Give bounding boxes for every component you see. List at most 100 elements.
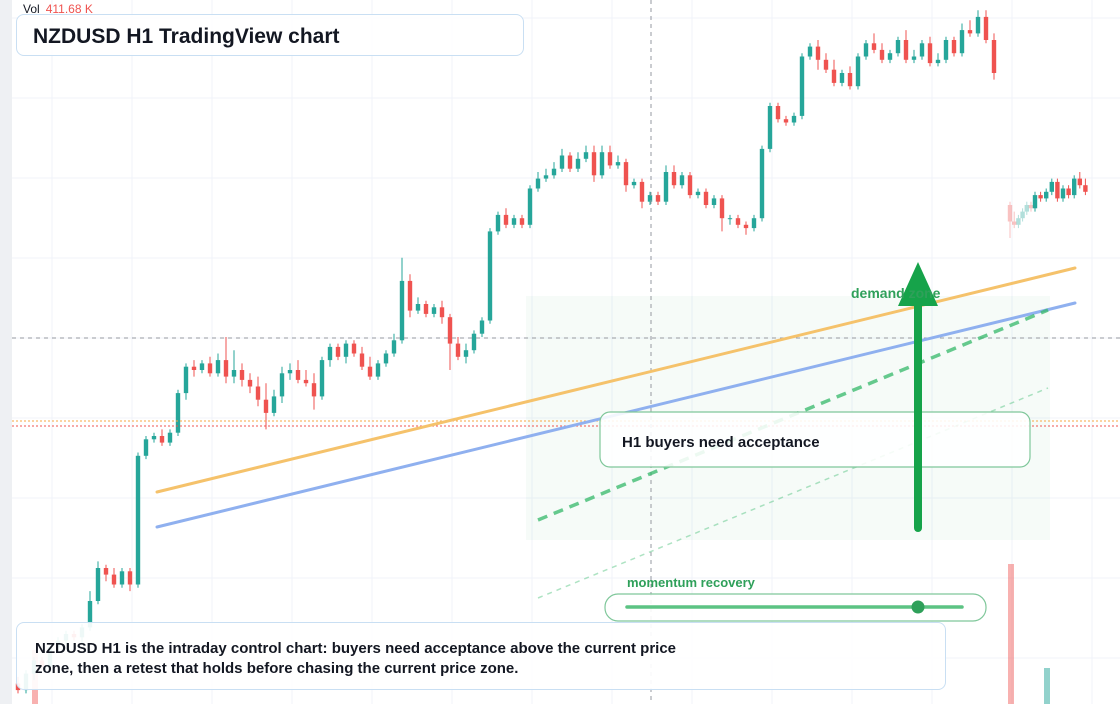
volume-label: Vol <box>23 2 40 16</box>
candle-body <box>943 40 949 60</box>
candle <box>591 145 597 182</box>
candle <box>271 389 277 417</box>
candle <box>127 568 133 592</box>
candle-body <box>615 162 621 166</box>
candle <box>783 115 789 126</box>
candle-body <box>143 439 149 456</box>
candle-body <box>479 320 485 334</box>
candle-body <box>639 181 645 202</box>
candle-body <box>487 231 493 321</box>
candle-body <box>223 360 229 377</box>
candle <box>1007 201 1013 238</box>
candle-body <box>239 370 245 380</box>
candle-body <box>583 152 589 159</box>
candle-body <box>319 360 325 397</box>
candle-body <box>335 346 341 357</box>
candle-body <box>647 195 653 202</box>
candle-body <box>679 175 685 186</box>
candle-body <box>1083 185 1088 192</box>
candle <box>1024 201 1029 215</box>
candle <box>831 59 837 87</box>
candle <box>975 10 981 37</box>
arrow-up-icon <box>898 262 938 306</box>
candle-body <box>159 436 165 443</box>
candle <box>303 370 309 387</box>
candle-body <box>327 346 333 361</box>
candle <box>615 155 621 169</box>
candle-body <box>551 168 557 176</box>
candle-body <box>823 59 829 70</box>
candle-body <box>727 218 733 220</box>
price-scale-strip <box>0 0 12 704</box>
candle <box>623 158 629 192</box>
candle <box>1032 191 1038 212</box>
candle <box>919 40 925 60</box>
candle <box>375 360 381 380</box>
candle <box>983 10 989 44</box>
candle <box>95 561 101 605</box>
candle <box>295 360 301 384</box>
candle <box>655 191 661 205</box>
candle-body <box>791 115 797 123</box>
title-box: NZDUSD H1 TradingView chart <box>16 14 524 56</box>
candle <box>111 568 117 588</box>
candle <box>327 343 333 367</box>
candles-right <box>1007 172 1088 238</box>
candle <box>807 43 813 60</box>
candle-body <box>927 43 933 64</box>
candle-body <box>535 178 541 189</box>
candle-body <box>911 56 917 60</box>
candle <box>511 214 517 229</box>
candle-body <box>87 601 93 628</box>
candle <box>1038 191 1043 202</box>
candle <box>703 188 709 209</box>
candle-body <box>1020 211 1025 219</box>
candle <box>455 337 461 361</box>
candle-body <box>135 455 141 585</box>
analysis-note: NZDUSD H1 is the intraday control chart:… <box>35 640 677 677</box>
candle <box>1060 185 1066 202</box>
candle-body <box>343 343 349 357</box>
candle <box>863 40 869 60</box>
candle-body <box>215 360 221 374</box>
candle <box>767 102 773 153</box>
candle-body <box>127 571 133 585</box>
candle <box>255 376 261 407</box>
candle-body <box>703 191 709 205</box>
candle <box>495 211 501 235</box>
candle-body <box>191 366 197 370</box>
candle-body <box>711 198 717 205</box>
candle <box>679 172 685 189</box>
candle-body <box>431 307 437 314</box>
candle-body <box>887 53 893 60</box>
candle-body <box>1044 191 1049 199</box>
volume-readout: Vol 411.68 K <box>23 2 93 16</box>
candle-body <box>783 119 789 123</box>
candle-body <box>575 158 581 169</box>
candle <box>223 337 229 384</box>
candle <box>695 188 701 199</box>
candle-body <box>399 280 405 341</box>
candle <box>847 66 853 90</box>
candle-body <box>543 175 549 179</box>
candle-body <box>1055 181 1060 199</box>
candle-body <box>511 218 517 225</box>
candle <box>335 343 341 361</box>
candle <box>415 297 421 314</box>
candle <box>215 353 221 377</box>
candle <box>1055 178 1060 202</box>
candle <box>199 360 205 374</box>
candle-body <box>375 363 381 377</box>
candle-body <box>983 16 989 40</box>
candle <box>815 40 821 70</box>
candle <box>951 36 957 57</box>
candle-body <box>687 175 693 196</box>
candle-body <box>367 366 373 377</box>
candle-body <box>895 40 901 54</box>
candle <box>263 383 269 430</box>
candle <box>871 33 877 54</box>
candle <box>231 350 237 384</box>
candle-body <box>167 432 173 443</box>
